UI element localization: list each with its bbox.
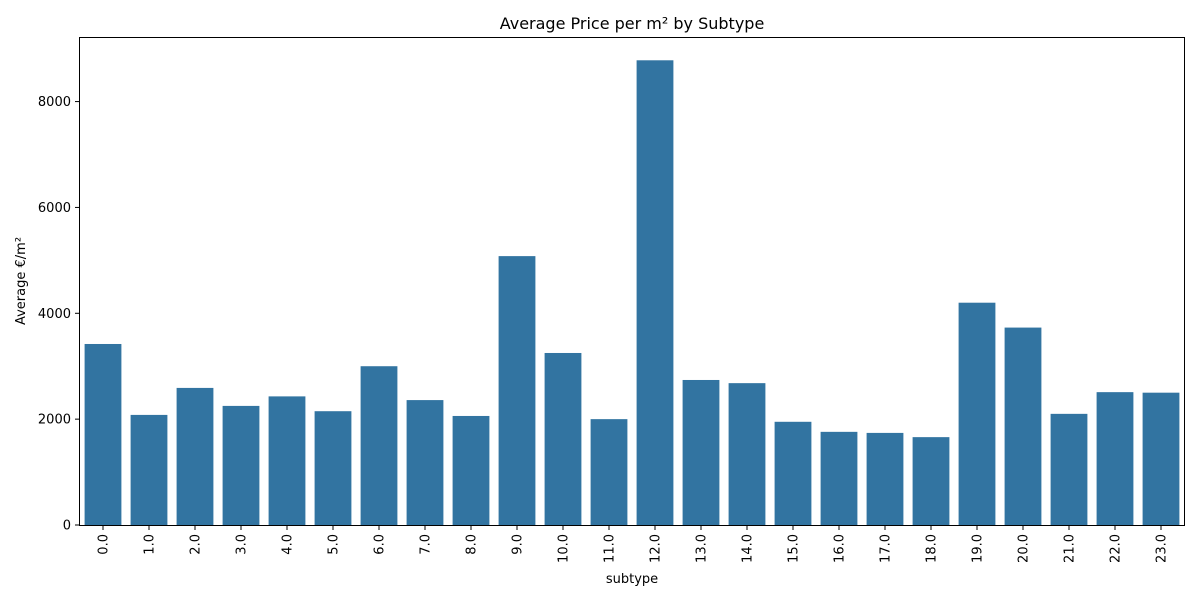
x-tick-label: 14.0 [741,534,756,563]
x-tick-label: 16.0 [833,534,848,563]
x-tick-label: 3.0 [235,534,250,555]
bar-16.0 [820,431,858,525]
y-tick-label: 6000 [38,201,71,216]
x-tick-label: 10.0 [557,534,572,563]
bar-12.0 [636,60,674,525]
x-tick-label: 5.0 [327,534,342,555]
y-tick-label: 8000 [38,95,71,110]
bar-19.0 [958,302,996,525]
x-tick-label: 21.0 [1063,534,1078,563]
bar-3.0 [222,405,260,525]
x-tick-label: 23.0 [1155,534,1170,563]
bar-20.0 [1004,327,1042,525]
x-tick-label: 15.0 [787,534,802,563]
x-tick-label: 22.0 [1109,534,1124,563]
x-tick-label: 19.0 [971,534,986,563]
x-tick-label: 20.0 [1017,534,1032,563]
x-tick-label: 2.0 [189,534,204,555]
plot-frame [79,37,1185,526]
x-tick-label: 17.0 [879,534,894,563]
bar-10.0 [544,352,582,525]
y-tick-label: 0 [63,519,71,534]
plot-area: 0 2000 4000 6000 8000 0.0 1.0 2.0 3.0 4.0 5.0 6.0 7.… [38,60,1180,563]
bar-22.0 [1096,392,1134,525]
bar-4.0 [268,396,306,525]
bar-13.0 [682,379,720,525]
bar-1.0 [130,414,168,525]
x-tick-label: 12.0 [649,534,664,563]
y-tick-label: 2000 [38,413,71,428]
x-tick-label: 13.0 [695,534,710,563]
x-axis-label: subtype [606,572,658,587]
bar-11.0 [590,419,628,525]
bar-15.0 [774,421,812,525]
x-tick-label: 1.0 [143,534,158,555]
x-tick-label: 7.0 [419,534,434,555]
y-tick-label: 4000 [38,307,71,322]
bar-21.0 [1050,413,1088,525]
bar-0.0 [84,343,122,525]
bar-8.0 [452,415,490,525]
bar-14.0 [728,383,766,525]
bar-6.0 [360,366,398,525]
x-tick-label: 0.0 [97,534,112,555]
bar-18.0 [912,437,950,525]
chart-title: Average Price per m² by Subtype [500,14,765,33]
x-tick-label: 11.0 [603,534,618,563]
x-tick-label: 4.0 [281,534,296,555]
x-tick-label: 18.0 [925,534,940,563]
bar-5.0 [314,411,352,525]
x-tick-label: 8.0 [465,534,480,555]
bar-23.0 [1142,392,1180,525]
bar-17.0 [866,432,904,525]
x-tick-label: 6.0 [373,534,388,555]
bar-9.0 [498,256,536,525]
bar-2.0 [176,387,214,525]
bar-7.0 [406,400,444,525]
x-tick-label: 9.0 [511,534,526,555]
y-axis-label: Average €/m² [14,237,29,325]
